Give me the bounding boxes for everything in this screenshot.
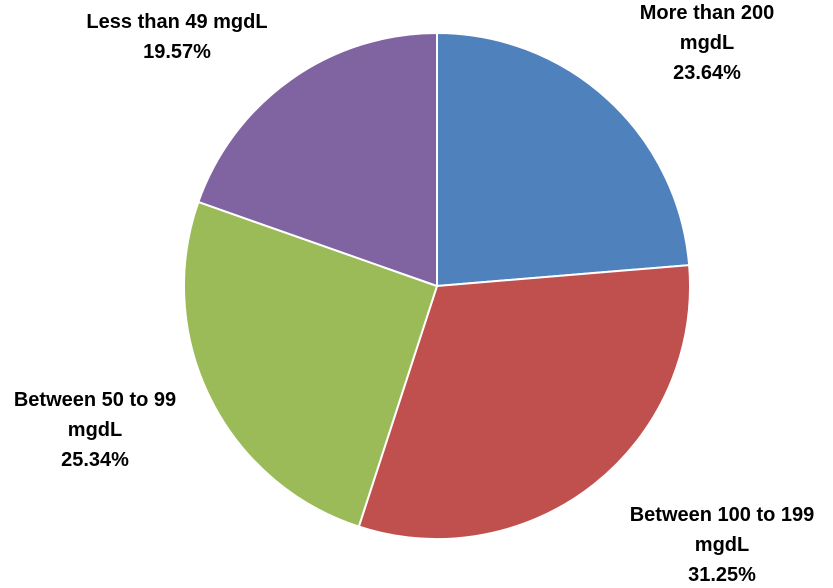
slice-label-line: Between 50 to 99 <box>14 389 176 411</box>
pie-slice-3 <box>197 31 438 288</box>
pie-slices <box>183 31 691 541</box>
slice-percent-label: 25.34% <box>61 449 129 471</box>
slice-label-line: Less than 49 mgdL <box>86 11 267 33</box>
slice-label-line: mgdL <box>680 32 734 54</box>
slice-label-line: mgdL <box>695 534 749 556</box>
slice-label-0: More than 200 mgdL 23.64% <box>640 2 774 84</box>
pie-slice-0 <box>436 31 691 288</box>
slice-labels: More than 200 mgdL 23.64% Between 100 to 19… <box>14 2 814 586</box>
slice-label-line: mgdL <box>68 419 122 441</box>
slice-label-line: More than 200 <box>640 2 774 24</box>
slice-percent-label: 19.57% <box>143 41 211 63</box>
slice-label-1: Between 100 to 199 mgdL 31.25% <box>630 504 815 586</box>
slice-label-2: Between 50 to 99 mgdL 25.34% <box>14 389 176 471</box>
pie-slice-2 <box>183 200 439 528</box>
pie-slice-1 <box>357 264 691 541</box>
slice-label-line: Between 100 to 199 <box>630 504 815 526</box>
slice-label-3: Less than 49 mgdL 19.57% <box>86 11 267 63</box>
slice-percent-label: 31.25% <box>688 564 756 586</box>
slice-percent-label: 23.64% <box>673 62 741 84</box>
